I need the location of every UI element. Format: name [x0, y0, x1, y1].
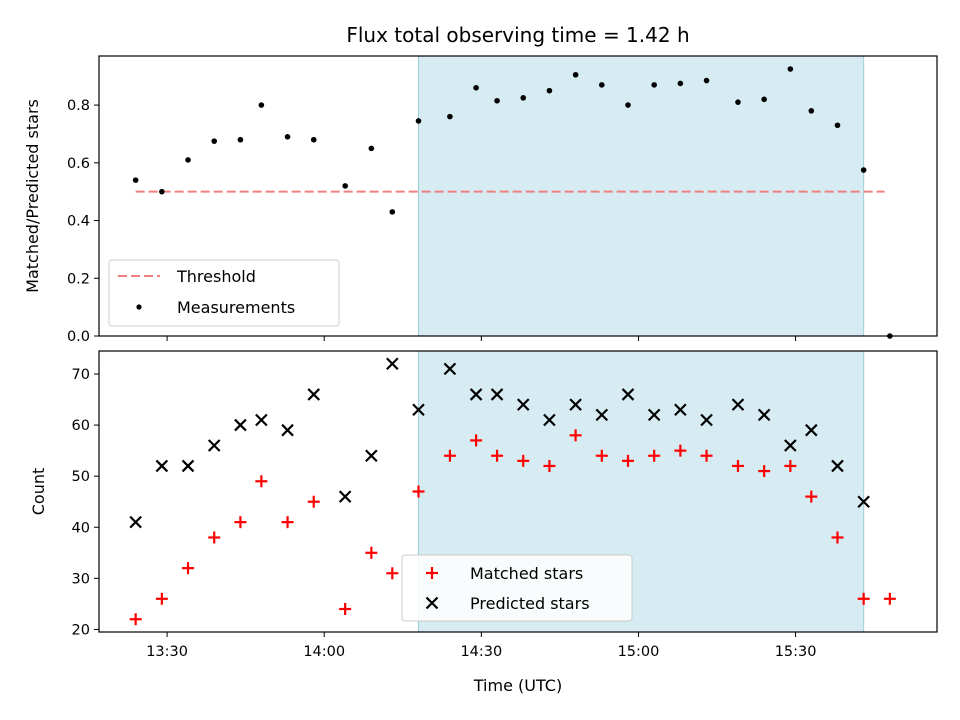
- top-y-tick-label: 0.2: [67, 271, 90, 287]
- matched-star-point: [255, 475, 267, 487]
- x-tick-label: 14:30: [460, 644, 502, 660]
- x-tick-label: 14:00: [303, 644, 345, 660]
- measurement-point: [447, 114, 453, 120]
- measurement-point: [788, 66, 794, 72]
- legend-measurements-label: Measurements: [177, 298, 295, 317]
- top-panel: 0.0 0.2 0.4 0.6 0.8 Flux total observing tim…: [23, 23, 937, 345]
- top-y-tick-label: 0.4: [67, 214, 90, 230]
- measurement-point: [211, 138, 217, 144]
- x-tick-label: 15:00: [618, 644, 660, 660]
- matched-star-point: [130, 613, 142, 625]
- x-tick-label: 15:30: [775, 644, 817, 660]
- measurement-point: [651, 82, 657, 88]
- predicted-star-point: [130, 517, 141, 528]
- measurement-point: [159, 189, 165, 195]
- predicted-star-point: [366, 450, 377, 461]
- top-y-ticks: 0.0 0.2 0.4 0.6 0.8: [67, 98, 99, 345]
- measurement-point: [369, 146, 375, 152]
- measurement-point: [473, 85, 479, 91]
- predicted-star-point: [156, 460, 167, 471]
- measurement-point: [285, 134, 291, 140]
- measurement-point: [416, 118, 422, 124]
- bottom-y-tick-label: 50: [72, 469, 90, 485]
- bottom-legend: Matched stars Predicted stars: [402, 555, 632, 621]
- measurement-point: [599, 82, 605, 88]
- bottom-panel: 20 30 40 50 60 70 13:30 14:00 14:30 15:00 15:30 C…: [29, 351, 937, 695]
- matched-star-point: [365, 547, 377, 559]
- measurement-point: [311, 137, 317, 143]
- measurement-point: [678, 81, 684, 87]
- measurement-point: [494, 98, 500, 104]
- matched-star-point: [234, 516, 246, 528]
- measurement-point: [259, 102, 265, 108]
- matched-star-point: [208, 531, 220, 543]
- measurement-point: [835, 122, 841, 128]
- measurement-point: [625, 102, 631, 108]
- measurement-point: [238, 137, 244, 143]
- x-axis-label: Time (UTC): [473, 676, 562, 695]
- top-x-ticks: [167, 336, 796, 341]
- legend-threshold-label: Threshold: [176, 267, 256, 286]
- top-y-tick-label: 0.8: [67, 98, 90, 114]
- predicted-star-point: [256, 414, 267, 425]
- bottom-y-tick-label: 30: [72, 571, 90, 587]
- measurement-point: [861, 167, 867, 173]
- measurement-point: [133, 177, 139, 183]
- predicted-star-point: [183, 460, 194, 471]
- predicted-star-point: [235, 420, 246, 431]
- top-legend: Threshold Measurements: [109, 260, 339, 326]
- observing-span-top: [418, 56, 863, 336]
- matched-star-point: [339, 603, 351, 615]
- measurement-point: [809, 108, 815, 114]
- measurement-point: [735, 99, 741, 105]
- chart-title: Flux total observing time = 1.42 h: [346, 23, 689, 47]
- measurement-point: [573, 72, 579, 78]
- top-y-tick-label: 0.0: [67, 329, 90, 345]
- bottom-y-tick-label: 70: [72, 367, 90, 383]
- predicted-star-point: [209, 440, 220, 451]
- measurement-point: [547, 88, 553, 94]
- measurement-point: [390, 209, 396, 215]
- measurement-point: [342, 183, 348, 189]
- bottom-y-axis-label: Count: [29, 468, 48, 516]
- measurement-point: [704, 78, 710, 84]
- bottom-y-ticks: 20 30 40 50 60 70: [72, 367, 99, 638]
- predicted-star-point: [387, 358, 398, 369]
- predicted-star-point: [340, 491, 351, 502]
- predicted-star-point: [282, 425, 293, 436]
- matched-star-point: [156, 593, 168, 605]
- figure: 0.0 0.2 0.4 0.6 0.8 Flux total observing tim…: [0, 0, 960, 720]
- bottom-y-tick-label: 60: [72, 418, 90, 434]
- matched-star-point: [884, 593, 896, 605]
- matched-star-point: [386, 567, 398, 579]
- legend-matched-label: Matched stars: [470, 564, 583, 583]
- matched-star-point: [282, 516, 294, 528]
- bottom-y-tick-label: 20: [72, 622, 90, 638]
- measurement-point: [520, 95, 526, 101]
- top-y-tick-label: 0.6: [67, 156, 90, 172]
- matched-star-point: [308, 496, 320, 508]
- matched-star-point: [182, 562, 194, 574]
- measurement-point: [185, 157, 191, 163]
- legend-predicted-label: Predicted stars: [470, 594, 590, 613]
- predicted-star-point: [308, 389, 319, 400]
- legend-measurements-swatch: [136, 304, 141, 309]
- bottom-y-tick-label: 40: [72, 520, 90, 536]
- measurement-point: [761, 96, 767, 102]
- bottom-x-ticks: 13:30 14:00 14:30 15:00 15:30: [146, 632, 816, 660]
- top-y-axis-label: Matched/Predicted stars: [23, 99, 42, 293]
- x-tick-label: 13:30: [146, 644, 188, 660]
